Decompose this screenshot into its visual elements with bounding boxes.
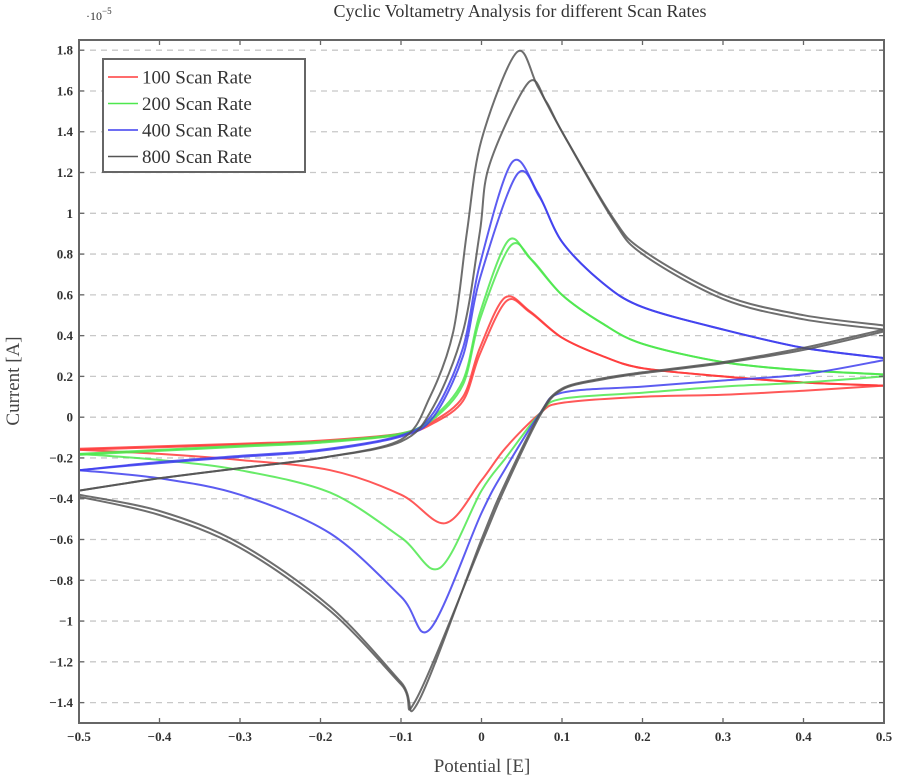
y-tick-label: 0.2 — [57, 369, 73, 384]
y-tick-label: 0.8 — [57, 247, 74, 262]
cv-branch — [78, 384, 885, 525]
x-tick-label: 0.2 — [634, 729, 650, 744]
y-tick-label: 0 — [67, 410, 74, 425]
y-tick-label: 1.2 — [57, 165, 73, 180]
y-tick-label: 1 — [67, 206, 74, 221]
x-tick-label: 0.3 — [715, 729, 732, 744]
series-400-scan-rate — [78, 158, 885, 634]
y-tick-label: 1.8 — [57, 43, 74, 58]
x-tick-label: −0.1 — [389, 729, 413, 744]
y-tick-label: −0.8 — [49, 573, 73, 588]
y-tick-label: 0.6 — [57, 287, 74, 302]
chart-title: Cyclic Voltametry Analysis for different… — [334, 1, 707, 21]
x-tick-label: −0.5 — [67, 729, 91, 744]
x-tick-label: −0.4 — [148, 729, 172, 744]
legend: 100 Scan Rate 200 Scan Rate 400 Scan Rate 8… — [102, 58, 306, 173]
legend-label: 400 Scan Rate — [142, 121, 252, 142]
y-tick-label: −0.6 — [49, 532, 73, 547]
cv-branch — [78, 375, 885, 571]
x-tick-label: −0.2 — [309, 729, 333, 744]
y-tick-labels: −1.4 −1.2 −1 −0.8 −0.6 −0.4 −0.2 0 0.2 0.4 0.6 0.8 1… — [49, 43, 73, 710]
legend-item: 400 Scan Rate — [108, 121, 252, 142]
y-tick-label: 1.6 — [57, 83, 74, 98]
y-tick-label: 0.4 — [57, 328, 74, 343]
plot-lines — [78, 49, 885, 712]
cv-branch — [78, 170, 885, 472]
series-800-scan-rate — [78, 49, 885, 712]
cv-branch — [78, 242, 885, 456]
y-multiplier-exponent: −5 — [102, 6, 112, 16]
x-tick-label: 0 — [478, 729, 485, 744]
legend-item: 200 Scan Rate — [108, 94, 252, 115]
y-tick-label: −0.4 — [49, 491, 73, 506]
y-axis-label: Current [A] — [3, 336, 24, 425]
x-axis-label: Potential [E] — [434, 756, 531, 777]
y-tick-label: 1.4 — [57, 124, 74, 139]
legend-box — [102, 58, 306, 173]
y-multiplier: ·10−5 — [86, 6, 112, 23]
cv-branch — [78, 79, 885, 492]
x-tick-label: −0.3 — [228, 729, 252, 744]
legend-item: 800 Scan Rate — [108, 147, 252, 168]
legend-item: 100 Scan Rate — [108, 68, 252, 89]
x-tick-label: 0.1 — [554, 729, 570, 744]
axis-ticks — [78, 40, 885, 723]
cv-branch — [78, 298, 885, 451]
cv-branch — [78, 328, 885, 712]
legend-label: 800 Scan Rate — [142, 147, 252, 168]
x-tick-labels: −0.5 −0.4 −0.3 −0.2 −0.1 0 0.1 0.2 0.3 0.4 0.5 — [67, 729, 892, 744]
legend-label: 200 Scan Rate — [142, 94, 252, 115]
y-tick-label: −0.2 — [49, 450, 73, 465]
cv-branch — [78, 295, 885, 450]
legend-label: 100 Scan Rate — [142, 68, 252, 89]
y-tick-label: −1.4 — [49, 695, 73, 710]
y-multiplier-base: ·10 — [86, 9, 102, 23]
y-tick-label: −1 — [59, 614, 73, 629]
cv-branch — [78, 330, 885, 711]
x-tick-label: 0.4 — [795, 729, 812, 744]
series-200-scan-rate — [78, 237, 885, 571]
x-tick-label: 0.5 — [876, 729, 893, 744]
cv-branch — [78, 359, 885, 634]
y-tick-label: −1.2 — [49, 654, 73, 669]
